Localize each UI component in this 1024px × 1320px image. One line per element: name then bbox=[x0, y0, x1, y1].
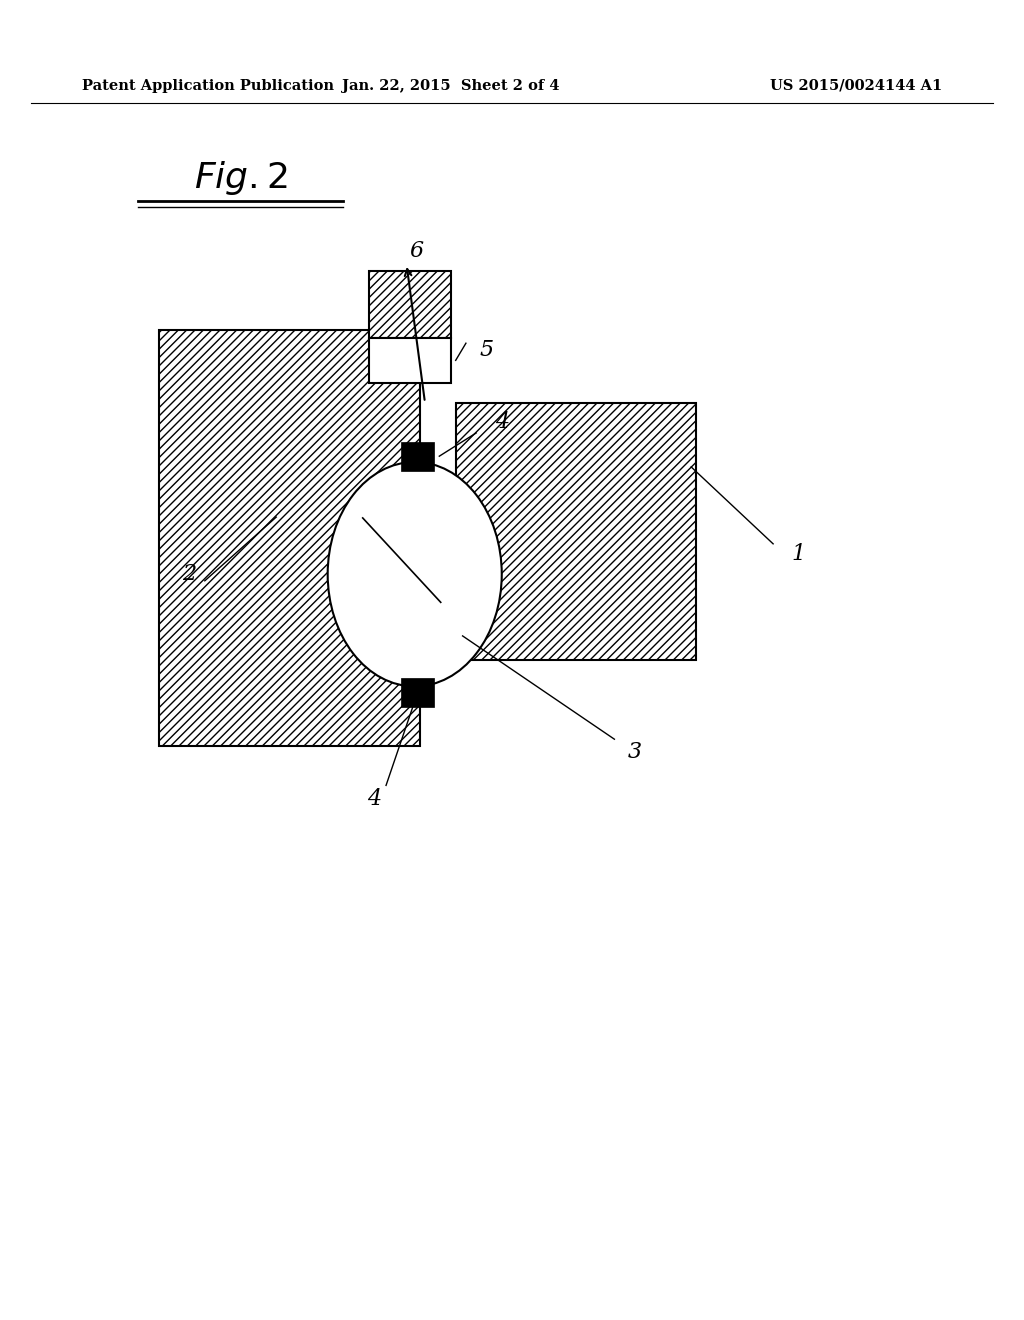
Text: $\mathit{Fig.2}$: $\mathit{Fig.2}$ bbox=[194, 160, 288, 197]
Bar bbox=[369, 271, 451, 338]
Text: Patent Application Publication: Patent Application Publication bbox=[82, 79, 334, 92]
Text: US 2015/0024144 A1: US 2015/0024144 A1 bbox=[770, 79, 942, 92]
Text: 6: 6 bbox=[410, 240, 424, 261]
Circle shape bbox=[328, 462, 502, 686]
Text: 1: 1 bbox=[792, 544, 806, 565]
Bar bbox=[401, 442, 434, 471]
Text: 4: 4 bbox=[495, 412, 509, 433]
Text: Jan. 22, 2015  Sheet 2 of 4: Jan. 22, 2015 Sheet 2 of 4 bbox=[342, 79, 559, 92]
Text: 2: 2 bbox=[182, 564, 197, 585]
Bar bbox=[369, 338, 451, 383]
Bar bbox=[159, 330, 420, 746]
Text: 5: 5 bbox=[479, 339, 494, 360]
Bar bbox=[456, 403, 696, 660]
Bar bbox=[401, 677, 434, 706]
Text: 3: 3 bbox=[628, 742, 642, 763]
Text: 4: 4 bbox=[367, 788, 381, 809]
